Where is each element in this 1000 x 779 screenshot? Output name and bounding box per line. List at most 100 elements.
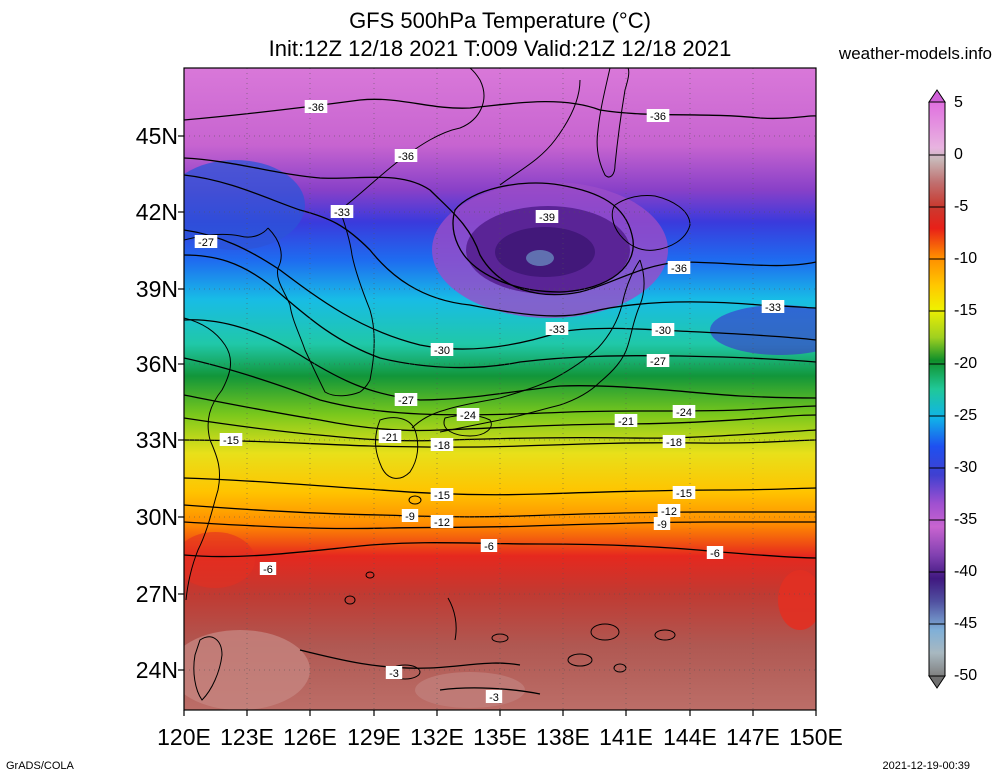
contour-label: -33 [330,205,354,219]
contour-label: -36 [394,149,418,163]
contour-label-text: -27 [198,237,214,249]
contour-label-text: -27 [398,395,414,407]
contour-label: -6 [259,562,277,576]
contour-label: -9 [401,509,419,523]
colorbar-label: -10 [954,250,978,267]
contour-label: -33 [545,322,569,336]
colorbar-label: -45 [954,615,978,632]
lat-label: 39N [135,276,178,302]
colorbar-label: 0 [954,146,963,163]
lon-label: 129E [347,724,401,750]
contour-label: -3 [485,690,503,704]
lat-label: 30N [135,504,178,530]
colorbar-label: -40 [954,563,978,580]
lon-label: 132E [410,724,464,750]
contour-label: -21 [378,430,402,444]
colorbar [928,89,946,689]
contour-label-text: -3 [389,668,399,680]
lat-label: 36N [135,351,178,377]
contour-label-text: -3 [489,692,499,704]
contour-label: -12 [430,515,454,529]
contour-label-text: -21 [382,432,398,444]
contour-label-text: -9 [405,511,415,523]
contour-label: -24 [672,405,696,419]
contour-label: -18 [662,435,686,449]
contour-label: -15 [672,486,696,500]
contour-label: -27 [194,235,218,249]
colorbar-label: -50 [954,667,978,684]
lon-label: 138E [536,724,590,750]
contour-label: -36 [304,100,328,114]
contour-label-text: -33 [765,302,781,314]
lon-label: 126E [283,724,337,750]
contour-label-text: -36 [671,263,687,275]
contour-label-text: -9 [657,519,667,531]
contour-label-text: -36 [308,102,324,114]
footer-timestamp: 2021-12-19-00:39 [882,760,970,772]
contour-label: -21 [614,414,638,428]
contour-label-text: -12 [434,517,450,529]
lon-label: 141E [599,724,653,750]
contour-label: -15 [430,488,454,502]
contour-label: -39 [535,210,559,224]
contour-label: -9 [653,517,671,531]
contour-label: -36 [646,109,670,123]
contour-label: -30 [651,323,675,337]
colorbar-label: -5 [954,198,969,215]
lat-label: 33N [135,427,178,453]
colorbar-label: -20 [954,355,978,372]
contour-label: -18 [430,438,454,452]
contour-label: -33 [761,300,785,314]
lat-label: 42N [135,199,178,225]
contour-label-text: -6 [710,548,720,560]
contour-label-text: -6 [263,564,273,576]
contour-label-text: -36 [650,111,666,123]
contour-label-text: -24 [676,407,692,419]
lon-label: 135E [473,724,527,750]
lon-label: 120E [157,724,211,750]
contour-label-text: -39 [539,212,555,224]
contour-label-text: -18 [434,440,450,452]
lat-label: 24N [135,657,178,683]
map-subtitle: Init:12Z 12/18 2021 T:009 Valid:21Z 12/1… [268,36,732,61]
contour-label: -30 [430,343,454,357]
colorbar-label: -15 [954,302,978,319]
map-title: GFS 500hPa Temperature (°C) [349,8,651,33]
contour-label-text: -30 [655,325,671,337]
site-credit: weather-models.info [838,44,992,63]
contour-label-text: -33 [334,207,350,219]
contour-label: -12 [657,504,681,518]
contour-label: -27 [394,393,418,407]
contour-label-text: -36 [398,151,414,163]
lon-label: 144E [663,724,717,750]
contour-label: -6 [706,546,724,560]
contour-label-text: -30 [434,345,450,357]
contour-label-text: -33 [549,324,565,336]
lon-label: 150E [789,724,843,750]
contour-label: -3 [385,666,403,680]
contour-label-text: -21 [618,416,634,428]
lon-label: 123E [220,724,274,750]
contour-label-text: -24 [460,410,476,422]
colorbar-label: 5 [954,94,963,111]
lon-label: 147E [726,724,780,750]
contour-label-text: -15 [676,488,692,500]
contour-label: -15 [219,433,243,447]
contour-label-text: -27 [650,356,666,368]
colorbar-label: -30 [954,459,978,476]
lat-label: 27N [135,581,178,607]
footer-software: GrADS/COLA [6,760,74,772]
contour-label-text: -15 [223,435,239,447]
contour-label: -24 [456,408,480,422]
contour-label-text: -12 [661,506,677,518]
contour-label-text: -6 [484,541,494,553]
lat-label: 45N [135,123,178,149]
contour-label: -6 [480,539,498,553]
contour-label-text: -18 [666,437,682,449]
contour-label: -36 [667,261,691,275]
contour-label: -27 [646,354,670,368]
contour-label-text: -15 [434,490,450,502]
colorbar-label: -35 [954,511,978,528]
colorbar-label: -25 [954,407,978,424]
